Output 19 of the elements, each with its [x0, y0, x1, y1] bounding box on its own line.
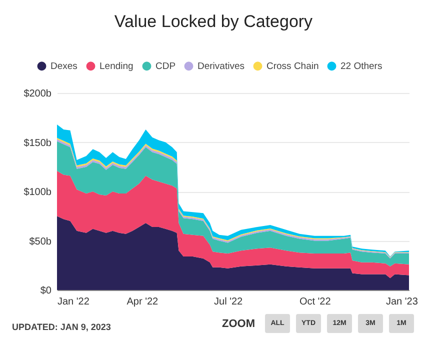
y-tick-label: $0 [40, 286, 52, 296]
text: ZOOM [222, 318, 255, 330]
legend-label: Cross Chain [266, 61, 319, 72]
y-tick-label: $150b [24, 138, 52, 149]
y-tick-label: $100b [24, 187, 52, 198]
legend-label: 22 Others [340, 61, 382, 72]
x-tick-label: Apr '22 [126, 296, 159, 308]
chart-title: Value Locked by Category [113, 12, 314, 32]
legend-label: CDP [156, 61, 176, 72]
x-tick-label: Jan '23 [386, 296, 418, 308]
y-tick-label: $50b [29, 236, 52, 248]
x-tick-label: Oct '22 [299, 296, 332, 308]
text: UPDATED: JAN 9, 2023 [12, 322, 111, 332]
legend-label: Lending [100, 61, 134, 72]
x-tick-label: Jul '22 [214, 296, 244, 308]
legend-label: Derivatives [198, 61, 245, 72]
x-tick-label: Jan '22 [58, 296, 90, 308]
legend-label: Dexes [50, 61, 78, 72]
y-tick-label: $200b [24, 88, 52, 100]
